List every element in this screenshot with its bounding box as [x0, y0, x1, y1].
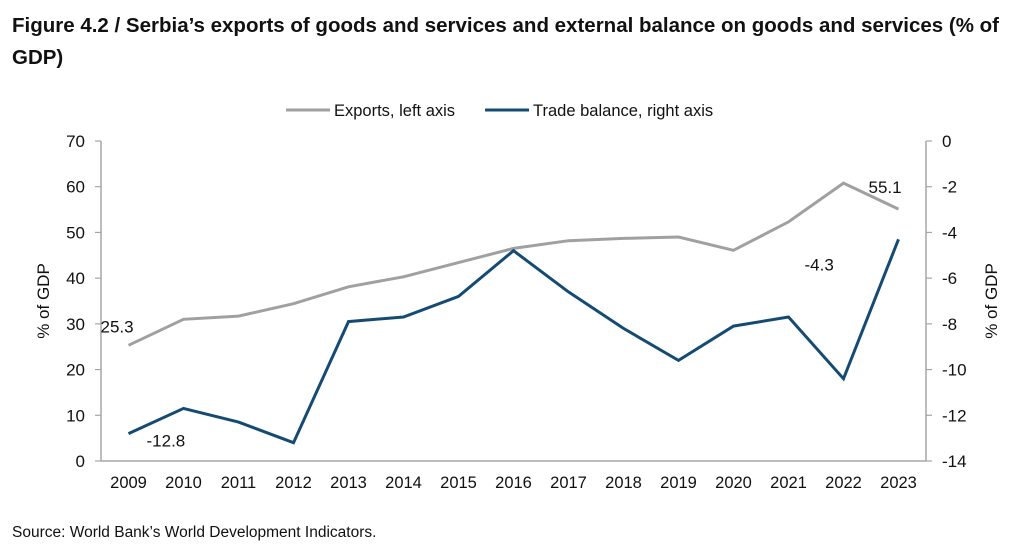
right-axis-title: % of GDP	[982, 263, 1001, 339]
data-label: -12.8	[147, 432, 186, 451]
x-axis-tick-label: 2014	[385, 474, 422, 492]
right-axis-tick-label: -4	[942, 223, 957, 242]
left-axis-title: % of GDP	[34, 263, 53, 339]
exports-line	[127, 181, 900, 347]
x-axis-tick-label: 2016	[495, 474, 532, 492]
left-axis-tick-label: 20	[66, 361, 85, 380]
left-axis-tick-label: 40	[66, 269, 85, 288]
left-axis-tick-label: 60	[66, 178, 85, 197]
x-axis-tick-label: 2021	[770, 474, 807, 492]
left-axis-tick-label: 0	[76, 452, 85, 471]
x-axis-tick-label: 2011	[221, 474, 256, 492]
x-axis-tick-label: 2013	[330, 474, 367, 492]
data-label: 55.1	[869, 178, 902, 197]
data-labels: 25.3 55.1 -12.8 -4.3	[101, 178, 902, 450]
x-axis-tick-label: 2015	[440, 474, 477, 492]
left-axis-tick-label: 70	[66, 132, 85, 151]
left-axis-tick-label: 30	[66, 315, 85, 334]
legend: Exports, left axis Trade balance, right a…	[286, 102, 713, 120]
right-axis-tick-label: -2	[942, 178, 957, 197]
x-axis-tick-label: 2023	[880, 474, 917, 492]
x-axis-tick-label: 2022	[825, 474, 862, 492]
legend-label-exports: Exports, left axis	[334, 102, 455, 120]
x-axis-tick-label: 2012	[275, 474, 312, 492]
data-label: 25.3	[101, 317, 134, 336]
x-axis-tick-label: 2009	[110, 474, 147, 492]
x-axis-tick-label: 2020	[715, 474, 752, 492]
x-axis-tick-label: 2019	[660, 474, 697, 492]
trade-balance-line	[127, 238, 900, 445]
x-axis-tick-label: 2010	[165, 474, 202, 492]
right-axis-tick-label: -12	[942, 406, 967, 425]
left-axis-tick-label: 50	[66, 223, 85, 242]
legend-label-trade-balance: Trade balance, right axis	[533, 102, 713, 120]
left-axis-tick-label: 10	[66, 406, 85, 425]
data-label: -4.3	[805, 255, 834, 274]
right-axis-tick-label: -6	[942, 269, 957, 288]
right-axis-tick-label: -8	[942, 315, 957, 334]
chart-title: Figure 4.2 / Serbia’s exports of goods a…	[12, 14, 999, 69]
series-group	[127, 181, 900, 445]
right-axis-tick-label: -10	[942, 361, 967, 380]
x-axis-tick-label: 2018	[605, 474, 642, 492]
axes: 0 10 20 30 40 50 60 70 -14 -12 -10 -8 -6 -4 -2 0 2009 201…	[34, 132, 1001, 492]
right-axis-tick-label: -14	[942, 452, 967, 471]
source-note: Source: World Bank’s World Development I…	[12, 524, 377, 541]
right-axis-tick-label: 0	[942, 132, 951, 151]
x-axis-tick-label: 2017	[550, 474, 587, 492]
